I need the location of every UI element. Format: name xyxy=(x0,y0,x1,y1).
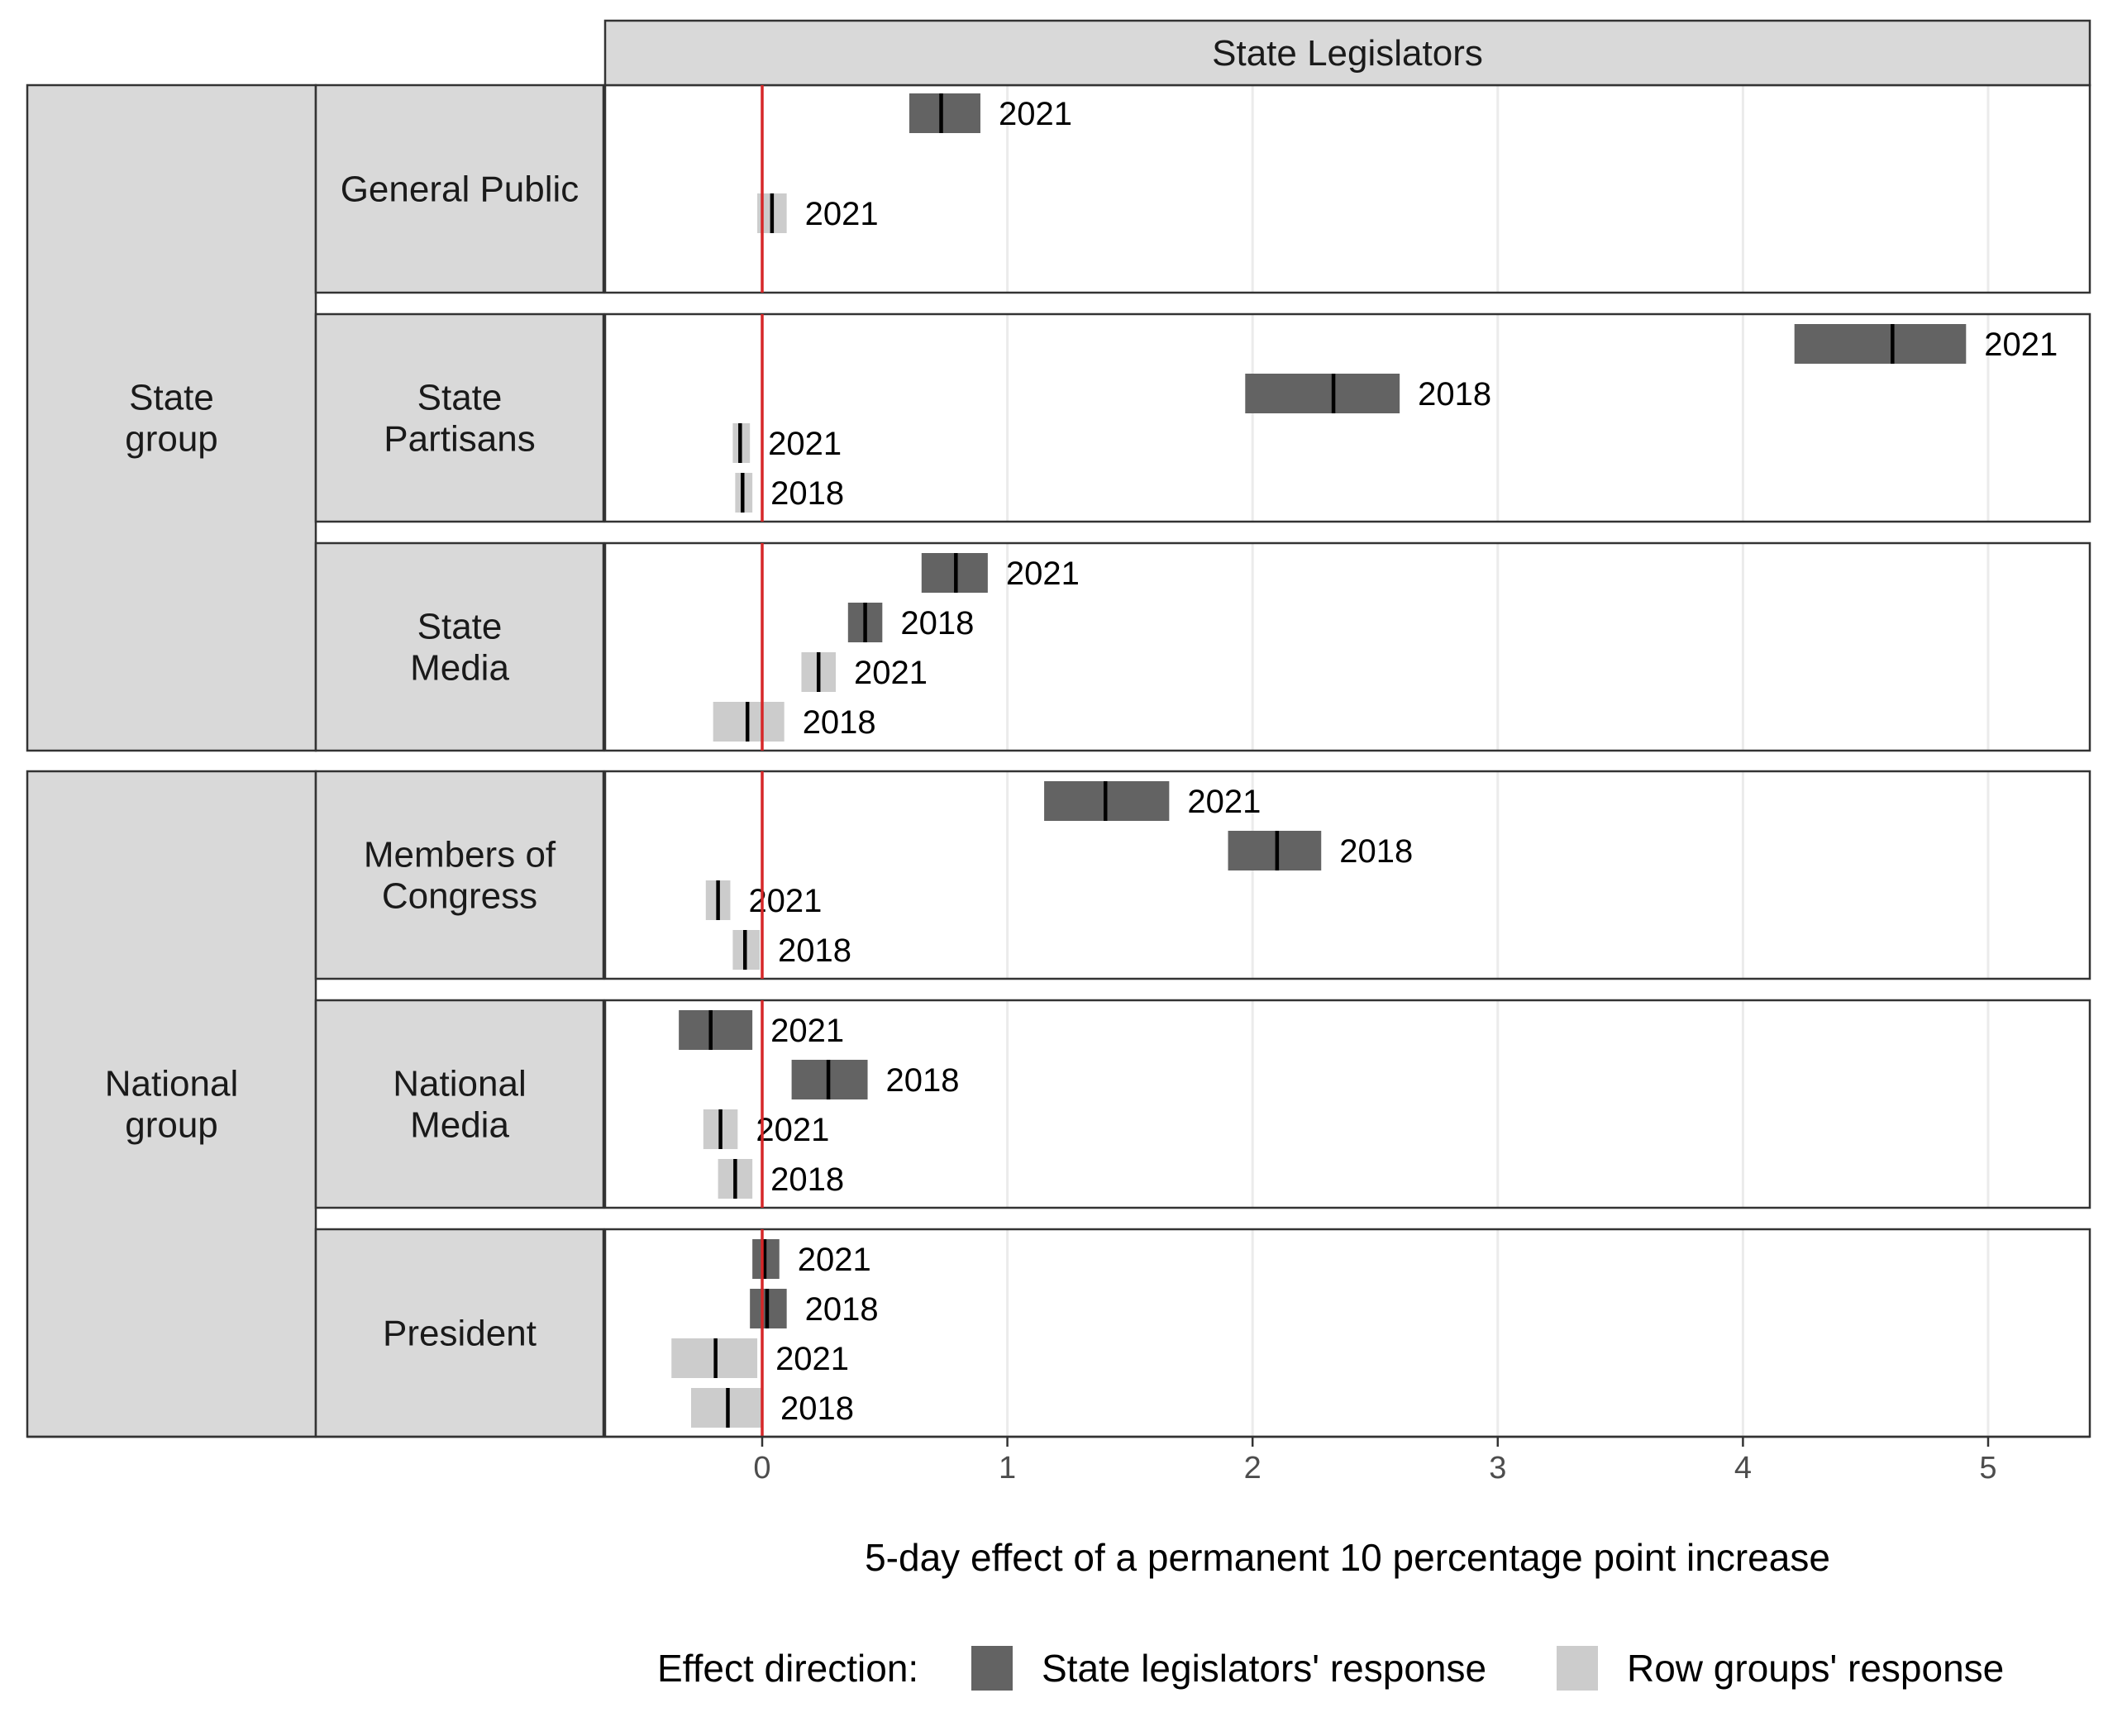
bar-year-label: 2018 xyxy=(780,1390,854,1427)
row-label-line: Media xyxy=(410,648,509,689)
bar-year-label: 2018 xyxy=(770,1161,844,1198)
bar-legislators xyxy=(679,1010,753,1050)
group-label: National group xyxy=(105,1064,238,1146)
bar-year-label: 2018 xyxy=(778,932,851,969)
panel-background xyxy=(605,1229,2090,1437)
bar-year-label: 2018 xyxy=(805,1291,879,1328)
panel-background xyxy=(605,1000,2090,1208)
x-tick-label: 5 xyxy=(1979,1451,1996,1486)
row-label: State Media xyxy=(410,607,509,689)
bar-year-label: 2021 xyxy=(805,196,879,232)
bar-legislators xyxy=(1228,831,1322,870)
row-label-line: Partisans xyxy=(384,419,535,460)
bars-layer: 2021 2021 2021 2018 2021 2018 2021 2018 2021 2018… xyxy=(671,85,2058,1437)
facet-title: State Legislators xyxy=(1212,33,1483,74)
row-strip xyxy=(314,312,605,523)
row-label: Members of Congress xyxy=(364,835,556,917)
row-label-line: General Public xyxy=(341,169,579,210)
row-strip xyxy=(314,770,605,980)
row-label: General Public xyxy=(341,169,579,210)
row-strip xyxy=(314,999,605,1209)
bar-legislators xyxy=(909,93,980,133)
row-label-line: State xyxy=(417,607,503,647)
bar-year-label: 2021 xyxy=(798,1242,871,1278)
row-label-line: State xyxy=(417,378,503,418)
row-label-line: Media xyxy=(410,1105,509,1146)
bar-year-label: 2021 xyxy=(775,1341,849,1377)
x-axis-title: 5-day effect of a permanent 10 percentag… xyxy=(865,1536,1830,1579)
legend-key-legislators xyxy=(971,1646,1013,1691)
row-label: President xyxy=(383,1314,537,1354)
panel-background xyxy=(605,771,2090,979)
legend-label-row: Row groups' response xyxy=(1627,1647,2004,1690)
row-strip xyxy=(314,1228,605,1438)
legend-title: Effect direction: xyxy=(657,1647,918,1690)
group-label-line: National xyxy=(105,1064,238,1104)
bar-year-label: 2018 xyxy=(886,1062,960,1099)
bar-year-label: 2018 xyxy=(1339,833,1413,870)
panels-layer xyxy=(603,83,2091,1438)
x-tick-label: 3 xyxy=(1489,1451,1506,1486)
row-label-line: Congress xyxy=(382,876,537,917)
group-label-line: group xyxy=(125,419,218,460)
panel-background xyxy=(605,85,2090,293)
bar-legislators xyxy=(1245,374,1400,413)
grid-layer xyxy=(605,85,2090,1437)
bar-year-label: 2021 xyxy=(1187,784,1261,820)
legend-key-row xyxy=(1557,1646,1598,1691)
panel-border xyxy=(603,999,2091,1209)
panel-border xyxy=(603,770,2091,980)
bar-year-label: 2021 xyxy=(999,96,1072,132)
group-strip xyxy=(26,83,317,752)
legend: Effect direction: State legislators' resp… xyxy=(657,1646,2004,1691)
bar-year-label: 2021 xyxy=(1006,556,1080,592)
row-strip xyxy=(314,83,605,294)
row-label-line: National xyxy=(393,1064,526,1104)
bar-year-label: 2021 xyxy=(1984,327,2058,363)
panel-background xyxy=(605,543,2090,751)
row-label-line: Members of xyxy=(364,835,556,875)
panel-border xyxy=(603,541,2091,752)
x-tick-label: 1 xyxy=(999,1451,1016,1486)
bar-year-label: 2021 xyxy=(770,1013,844,1049)
facet-strip xyxy=(603,19,2091,87)
bar-year-label: 2018 xyxy=(900,605,974,641)
x-tick-label: 0 xyxy=(753,1451,770,1486)
legend-label-legislators: State legislators' response xyxy=(1042,1647,1486,1690)
bar-year-label: 2021 xyxy=(854,655,928,691)
group-label-line: group xyxy=(125,1105,218,1146)
group-label: State group xyxy=(125,378,218,460)
bar-year-label: 2018 xyxy=(770,475,844,512)
bar-year-label: 2021 xyxy=(748,883,822,919)
bar-year-label: 2018 xyxy=(803,704,876,741)
row-label: National Media xyxy=(393,1064,526,1146)
bar-year-label: 2021 xyxy=(756,1112,829,1148)
row-strip xyxy=(314,541,605,752)
bar-legislators xyxy=(1794,324,1967,364)
panel-border xyxy=(603,312,2091,523)
bar-year-label: 2021 xyxy=(768,426,842,462)
bar-year-label: 2018 xyxy=(1418,376,1491,413)
x-tick-label: 4 xyxy=(1734,1451,1752,1486)
row-label: State Partisans xyxy=(384,378,535,460)
x-axis: 0 1 2 3 4 5 5-day effect of a permanent 10 per… xyxy=(27,1435,2090,1579)
group-strip xyxy=(26,770,317,1438)
x-tick-label: 2 xyxy=(1244,1451,1261,1486)
group-label-line: State xyxy=(129,378,214,418)
row-label-line: President xyxy=(383,1314,537,1354)
